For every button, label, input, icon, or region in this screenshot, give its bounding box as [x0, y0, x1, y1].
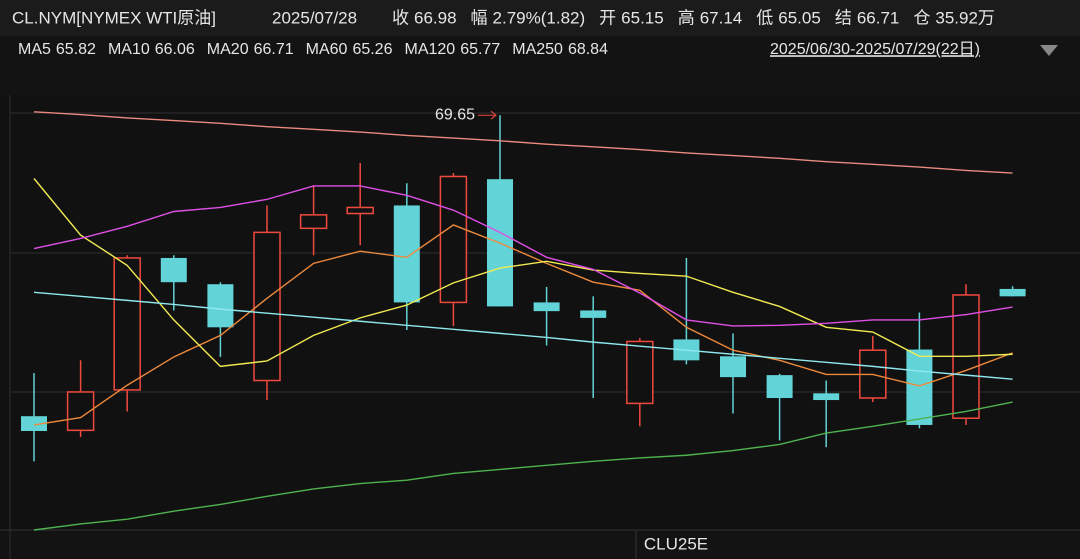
legend-value: 65.82 [56, 41, 96, 58]
header-value: 2.79%(1.82) [493, 8, 586, 27]
header-label: 仓 [913, 8, 930, 27]
header-value: 65.15 [621, 8, 664, 27]
candle-body [299, 214, 328, 230]
date-range[interactable]: 2025/06/30-2025/07/29(22日) [770, 41, 980, 58]
header-label: 低 [756, 8, 773, 27]
candle-body [626, 340, 654, 405]
header-label: 幅 [471, 8, 488, 27]
candle-body [207, 284, 234, 328]
ma-line [33, 291, 1013, 380]
candle-body [580, 310, 607, 318]
legend-name: MA20 [207, 41, 249, 58]
ma-line [33, 185, 1013, 327]
header-value: 66.98 [414, 8, 457, 27]
legend-name: MA10 [108, 41, 150, 58]
header-value: 66.71 [857, 8, 900, 27]
dropdown-arrow[interactable] [1040, 45, 1058, 56]
legend-value: 66.06 [155, 41, 195, 58]
candle-body [439, 175, 468, 304]
legend-name: MA5 [18, 41, 51, 58]
annotation-arrow [478, 110, 497, 120]
candle-body [346, 206, 374, 215]
legend-name: MA120 [404, 41, 455, 58]
x-axis-label: CLU25E [644, 534, 708, 553]
high-annotation: 69.65 [435, 106, 475, 123]
legend-name: MA250 [512, 41, 563, 58]
ma-line [33, 111, 1013, 174]
ma-line [33, 178, 1013, 368]
candle-body [533, 302, 560, 312]
ma-line [33, 401, 1013, 531]
candle-body [160, 257, 187, 283]
header-label: 开 [599, 8, 616, 27]
header-bar [0, 0, 1080, 36]
candle-body [720, 356, 746, 378]
symbol: CL.NYM[NYMEX WTI原油] [12, 8, 216, 27]
header-label: 高 [678, 8, 695, 27]
candle-body [113, 257, 141, 391]
header-value: 65.05 [778, 8, 821, 27]
legend-value: 65.77 [460, 41, 500, 58]
legend-name: MA60 [306, 41, 348, 58]
candle-body [813, 393, 840, 401]
candle-body [393, 205, 420, 303]
legend-value: 68.84 [568, 41, 608, 58]
candle-body [766, 375, 793, 399]
header-value: 67.14 [700, 8, 743, 27]
candle-body [999, 288, 1026, 297]
candle-body [21, 416, 47, 432]
plot-bg [0, 95, 1080, 530]
header-value: 35.92万 [935, 8, 995, 27]
candle-body [906, 349, 933, 425]
header-label: 结 [835, 8, 852, 27]
legend-value: 66.71 [254, 41, 294, 58]
header-label: 收 [392, 8, 409, 27]
legend-value: 65.26 [352, 41, 392, 58]
ma-line [33, 224, 1013, 426]
date: 2025/07/28 [272, 8, 357, 27]
